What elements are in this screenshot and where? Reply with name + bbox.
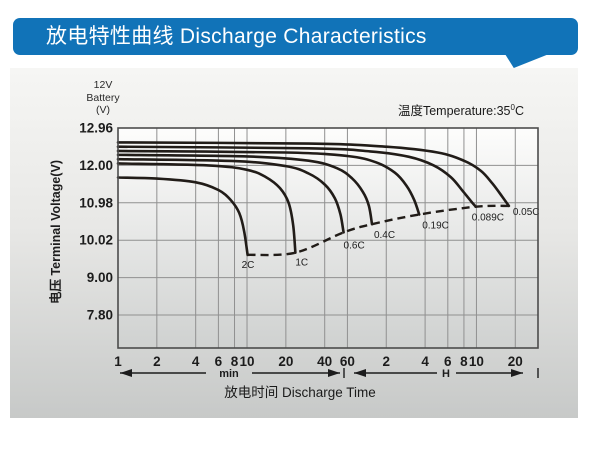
x-tick-label: 10 <box>469 354 484 369</box>
x-tick-label: 8 <box>460 354 468 369</box>
x-axis-title: 放电时间 Discharge Time <box>224 385 376 400</box>
x-tick-label: 6 <box>444 354 452 369</box>
discharge-curve-0.4C <box>116 153 374 226</box>
discharge-curve-2C <box>116 176 249 257</box>
temperature-label: 温度Temperature:350C <box>118 100 524 119</box>
arrowhead-icon <box>511 369 523 377</box>
curve-label-0.05C: 0.05C <box>513 207 540 218</box>
x-tick-label: 4 <box>421 354 429 369</box>
x-tick-label: 8 <box>231 354 239 369</box>
y-tick-label: 10.02 <box>79 233 113 248</box>
discharge-curves-chart: 0.05C 0.089C 0.19C 0.4C 0.6C 1C 2C 12.96 12.00 10… <box>79 121 540 381</box>
y-tick-label: 7.80 <box>87 308 113 323</box>
x-tick-label: 4 <box>192 354 200 369</box>
unit-label-min: min <box>219 368 239 380</box>
x-tick-label: 20 <box>508 354 523 369</box>
curve-label-0.4C: 0.4C <box>374 230 395 241</box>
x-tick-label: 1 <box>114 354 122 369</box>
discharge-curve-0.05C <box>116 141 511 208</box>
battery-voltage-line: Battery <box>86 91 120 104</box>
chart-panel: 12V Battery (V) 温度Temperature:350C 电压 Te… <box>10 68 578 418</box>
battery-voltage-unit-label: 12V Battery (V) <box>68 79 138 117</box>
battery-voltage-line: 12V <box>93 79 113 91</box>
curve-label-0.19C: 0.19C <box>422 220 449 231</box>
discharge-curve-0.19C <box>116 149 421 216</box>
y-tick-label: 12.96 <box>79 121 113 136</box>
x-tick-label: 60 <box>340 354 355 369</box>
x-tick-label: 20 <box>278 354 293 369</box>
x-tick-label: 2 <box>383 354 391 369</box>
discharge-curve-0.089C <box>116 145 478 208</box>
x-tick-label: 40 <box>317 354 332 369</box>
cutoff-dashed-line <box>247 204 509 257</box>
plot-frame <box>117 127 539 349</box>
x-tick-label: 6 <box>215 354 223 369</box>
temperature-text: 温度Temperature:35 <box>397 104 511 118</box>
temperature-degree-sup: 0 <box>510 102 515 112</box>
y-tick-label: 10.98 <box>79 195 113 210</box>
x-tick-label: 10 <box>240 354 255 369</box>
curve-label-0.089C: 0.089C <box>472 213 504 224</box>
temperature-unit: C <box>514 104 524 118</box>
discharge-curve-0.6C <box>116 157 345 234</box>
discharge-curve-1C <box>116 162 297 254</box>
battery-voltage-line: (V) <box>96 104 110 116</box>
header-tail-icon <box>505 54 549 68</box>
unit-label-hours: H <box>442 368 450 380</box>
header-banner: 放电特性曲线 Discharge Characteristics <box>13 18 578 55</box>
x-tick-label: 2 <box>153 354 161 369</box>
y-tick-label: 12.00 <box>79 158 113 173</box>
curve-label-2C: 2C <box>242 260 255 271</box>
arrowhead-icon <box>328 369 340 377</box>
header-title: 放电特性曲线 Discharge Characteristics <box>46 25 427 48</box>
curve-label-0.6C: 0.6C <box>344 240 365 251</box>
y-tick-label: 9.00 <box>87 270 113 285</box>
curve-label-1C: 1C <box>295 258 308 269</box>
